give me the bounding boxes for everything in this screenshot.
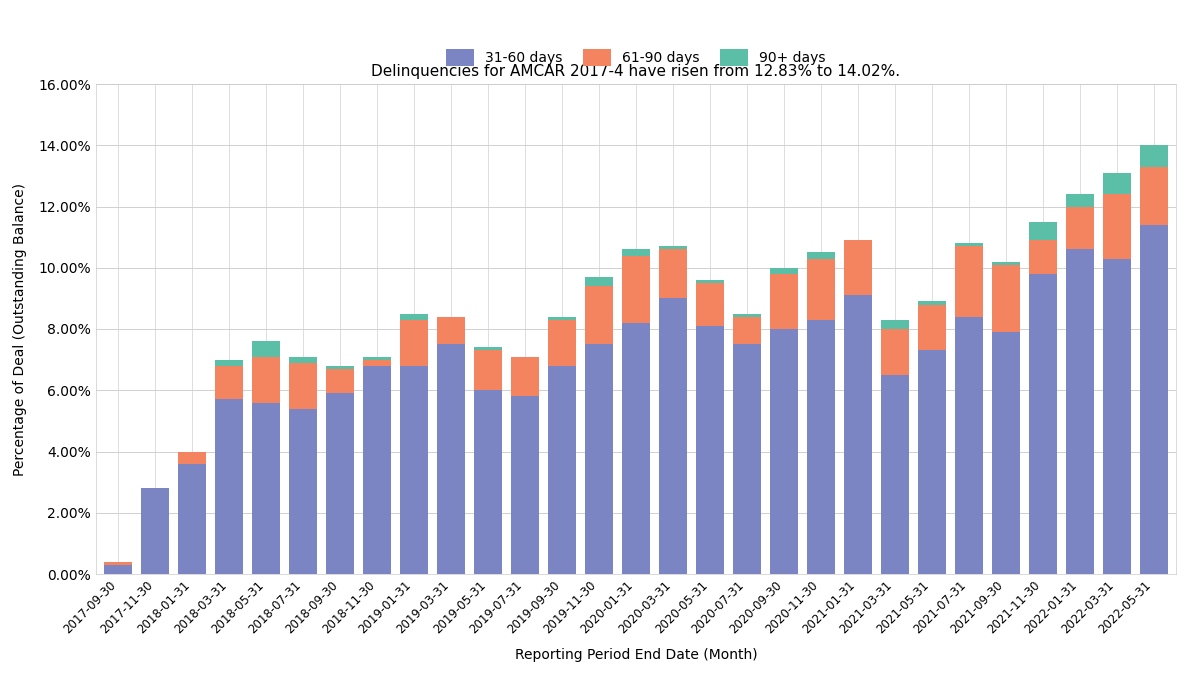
Bar (622, 256, 650, 323)
Bar (586, 286, 613, 344)
Bar (659, 298, 686, 574)
Bar (1140, 167, 1168, 225)
Bar (437, 344, 464, 574)
Bar (955, 243, 983, 246)
Bar (586, 277, 613, 286)
Y-axis label: Percentage of Deal (Outstanding Balance): Percentage of Deal (Outstanding Balance) (13, 183, 28, 475)
Bar (326, 365, 354, 369)
Bar (1140, 225, 1168, 574)
Bar (992, 332, 1020, 574)
Bar (142, 489, 169, 574)
Bar (1028, 240, 1057, 274)
Bar (733, 344, 761, 574)
Bar (586, 344, 613, 574)
Bar (659, 246, 686, 249)
Legend: 31-60 days, 61-90 days, 90+ days: 31-60 days, 61-90 days, 90+ days (439, 42, 833, 73)
Bar (215, 360, 244, 365)
Bar (252, 341, 280, 356)
Bar (808, 253, 835, 258)
Bar (808, 258, 835, 320)
Bar (955, 316, 983, 574)
Bar (733, 316, 761, 344)
X-axis label: Reporting Period End Date (Month): Reporting Period End Date (Month) (515, 648, 757, 661)
Bar (289, 363, 317, 409)
Bar (1103, 194, 1130, 258)
Bar (808, 320, 835, 574)
Bar (179, 463, 206, 574)
Bar (474, 391, 502, 574)
Bar (1066, 206, 1093, 249)
Bar (770, 274, 798, 329)
Bar (770, 267, 798, 274)
Bar (215, 400, 244, 574)
Bar (179, 452, 206, 463)
Bar (511, 356, 539, 396)
Bar (696, 280, 724, 283)
Bar (401, 314, 428, 320)
Bar (401, 320, 428, 365)
Bar (1066, 249, 1093, 574)
Bar (548, 365, 576, 574)
Bar (437, 316, 464, 344)
Bar (696, 326, 724, 574)
Bar (364, 360, 391, 365)
Bar (511, 396, 539, 574)
Bar (622, 323, 650, 574)
Bar (364, 356, 391, 360)
Bar (881, 320, 908, 329)
Bar (955, 246, 983, 316)
Bar (881, 329, 908, 375)
Bar (104, 565, 132, 574)
Bar (326, 393, 354, 574)
Bar (770, 329, 798, 574)
Bar (215, 365, 244, 400)
Bar (252, 356, 280, 402)
Bar (104, 561, 132, 565)
Bar (289, 409, 317, 574)
Title: Delinquencies for AMCAR 2017-4 have risen from 12.83% to 14.02%.: Delinquencies for AMCAR 2017-4 have rise… (372, 64, 900, 78)
Bar (474, 351, 502, 391)
Bar (844, 240, 871, 295)
Bar (992, 262, 1020, 265)
Bar (252, 402, 280, 574)
Bar (474, 347, 502, 351)
Bar (696, 283, 724, 326)
Bar (918, 302, 946, 304)
Bar (992, 265, 1020, 332)
Bar (548, 320, 576, 365)
Bar (1028, 274, 1057, 574)
Bar (401, 365, 428, 574)
Bar (844, 295, 871, 574)
Bar (1140, 146, 1168, 167)
Bar (622, 249, 650, 256)
Bar (326, 369, 354, 393)
Bar (918, 351, 946, 574)
Bar (1103, 173, 1130, 194)
Bar (1066, 194, 1093, 206)
Bar (364, 365, 391, 574)
Bar (659, 249, 686, 298)
Bar (733, 314, 761, 316)
Bar (881, 375, 908, 574)
Bar (289, 356, 317, 363)
Bar (918, 304, 946, 351)
Bar (548, 316, 576, 320)
Bar (1103, 258, 1130, 574)
Bar (1028, 222, 1057, 240)
